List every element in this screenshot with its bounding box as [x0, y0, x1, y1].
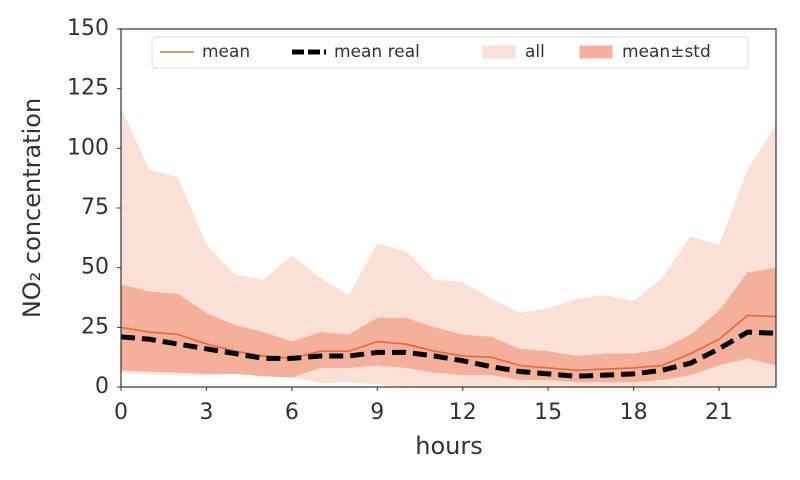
legend-label: mean real [334, 42, 420, 62]
y-tick-label: 75 [81, 195, 109, 220]
legend-swatch [579, 45, 613, 59]
line [120, 314, 777, 372]
x-tick-label: 15 [534, 400, 562, 425]
x-tick-label: 6 [285, 400, 299, 425]
y-tick-label: 50 [81, 255, 109, 280]
y-tick-label: 150 [67, 16, 109, 41]
x-tick-label: 9 [370, 400, 384, 425]
legend-swatch [482, 45, 516, 59]
x-tick-label: 21 [705, 400, 733, 425]
y-tick-label: 25 [81, 314, 109, 339]
line [120, 329, 777, 379]
band [121, 267, 776, 383]
legend-label: mean±std [622, 42, 711, 62]
x-tick-label: 0 [114, 400, 128, 425]
legend-box [151, 36, 749, 69]
x-tick-label: 12 [449, 400, 477, 425]
y-tick-label: 125 [67, 76, 109, 101]
legend: mean mean real all mean±std [151, 36, 749, 69]
legend-label: mean [202, 42, 250, 62]
band [121, 107, 776, 387]
legend-label: all [525, 42, 545, 62]
y-axis-label: NO₂ concentration [18, 98, 46, 318]
y-tick-label: 0 [95, 374, 109, 399]
y-tick-label: 100 [67, 135, 109, 160]
x-tick-label: 3 [199, 400, 213, 425]
x-tick-label: 18 [620, 400, 648, 425]
plot-area [120, 107, 777, 387]
x-axis-label: hours [415, 432, 482, 460]
